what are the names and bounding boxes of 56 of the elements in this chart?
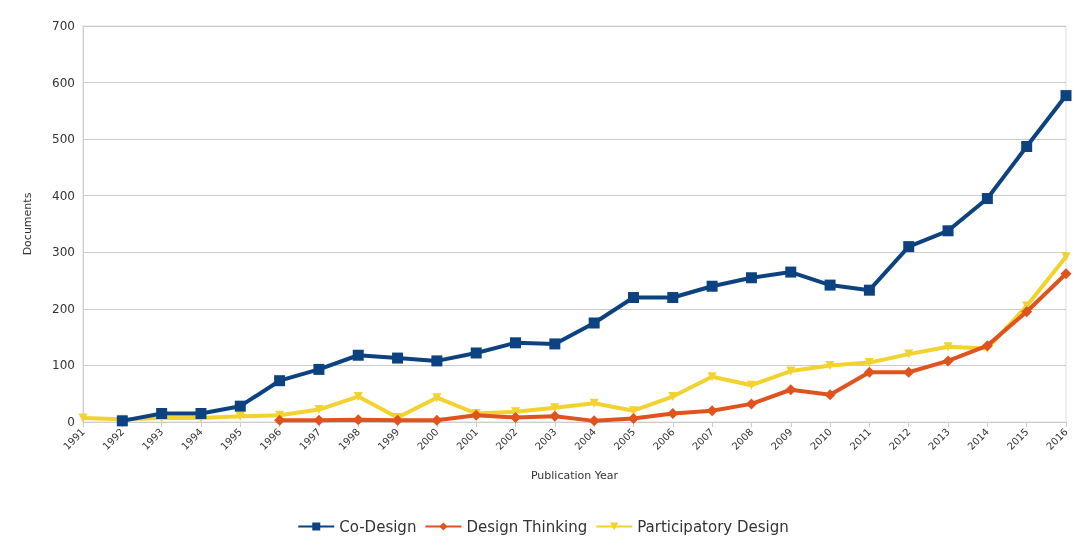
point: [1061, 252, 1071, 262]
point: [864, 358, 874, 368]
point: [352, 349, 364, 361]
point: [274, 375, 286, 387]
y-tick-label: 100: [52, 358, 75, 373]
point: [667, 292, 679, 304]
y-axis-title: Documents: [21, 192, 34, 256]
point: [706, 280, 718, 292]
point: [863, 284, 875, 296]
point: [863, 366, 875, 378]
legend-label: Participatory Design: [637, 517, 789, 536]
point: [825, 360, 835, 370]
point: [707, 372, 717, 382]
point: [785, 384, 797, 396]
legend-label: Design Thinking: [466, 517, 588, 536]
point: [785, 266, 797, 278]
y-tick-label: 700: [52, 19, 75, 33]
legend-label: Co-Design: [339, 517, 417, 536]
point: [903, 241, 915, 253]
point: [353, 392, 363, 402]
y-tick-label: 500: [52, 132, 75, 147]
point: [746, 380, 756, 390]
point: [432, 393, 442, 403]
point: [942, 355, 954, 367]
point: [627, 292, 639, 304]
point: [942, 225, 954, 237]
point: [470, 347, 482, 359]
point: [589, 398, 599, 408]
point: [1021, 306, 1033, 318]
x-axis-title: Publication Year: [530, 469, 619, 482]
point: [156, 408, 168, 420]
point: [903, 366, 915, 378]
point: [510, 337, 522, 349]
point: [668, 392, 678, 402]
point: [943, 342, 953, 352]
point: [549, 338, 561, 350]
y-tick-label: 0: [67, 415, 75, 429]
point: [1021, 141, 1033, 152]
point: [588, 317, 600, 329]
point: [314, 405, 324, 415]
y-tick-label: 600: [52, 75, 75, 90]
point: [195, 408, 207, 420]
point: [550, 403, 560, 413]
point: [824, 279, 836, 291]
point: [431, 355, 443, 367]
point: [745, 272, 757, 284]
y-tick-label: 300: [52, 245, 75, 260]
point: [1060, 268, 1072, 280]
point: [313, 363, 325, 375]
point: [392, 352, 404, 364]
point: [1060, 90, 1072, 102]
point: [78, 413, 88, 423]
y-tick-label: 400: [52, 188, 75, 203]
y-tick-label: 200: [52, 301, 75, 316]
point: [234, 400, 246, 412]
point: [981, 193, 993, 205]
